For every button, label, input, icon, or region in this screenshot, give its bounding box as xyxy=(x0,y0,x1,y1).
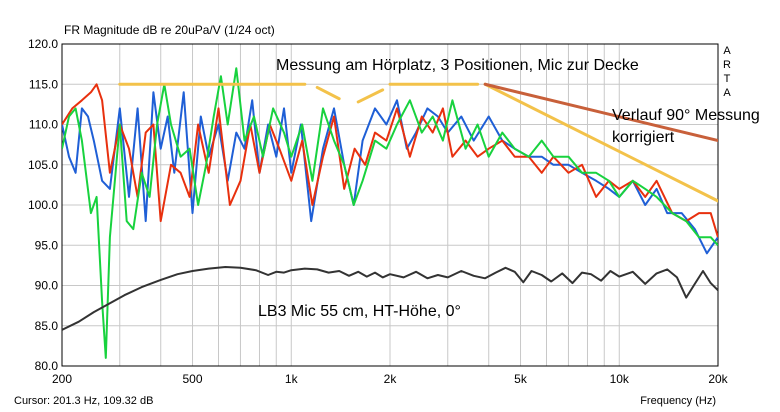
y-tick-label: 105.0 xyxy=(28,158,58,172)
arta-side-letter: R xyxy=(723,59,731,71)
annotation-text: korrigiert xyxy=(612,129,675,146)
series-line xyxy=(62,67,718,359)
overlay-line xyxy=(483,82,718,203)
annotation-text: LB3 Mic 55 cm, HT-Höhe, 0° xyxy=(258,303,461,320)
y-tick-label: 95.0 xyxy=(35,238,59,252)
x-tick-label: 2k xyxy=(384,372,398,386)
y-tick-label: 90.0 xyxy=(35,279,59,293)
series-line xyxy=(62,83,718,238)
annotation-layer: Messung am Hörplatz, 3 Positionen, Mic z… xyxy=(258,57,760,320)
x-tick-label: 10k xyxy=(610,372,630,386)
overlay-line xyxy=(483,82,718,143)
series-line xyxy=(62,91,718,255)
y-tick-label: 110.0 xyxy=(29,118,58,132)
y-tick-label: 80.0 xyxy=(35,359,59,373)
arta-side-letter: T xyxy=(724,73,731,85)
y-tick-label: 85.0 xyxy=(35,319,59,333)
chart-title: FR Magnitude dB re 20uPa/V (1/24 oct) xyxy=(64,23,275,37)
y-tick-label: 120.0 xyxy=(28,37,58,51)
axis-labels: 80.0 85.0 90.0 95.0 100.0 105.0 110.0 115.0 120.… xyxy=(28,37,729,386)
arta-side-letter: A xyxy=(723,87,731,99)
overlay-layer xyxy=(118,82,718,203)
annotation-text: Messung am Hörplatz, 3 Positionen, Mic z… xyxy=(276,57,639,74)
x-tick-label: 500 xyxy=(183,372,203,386)
x-tick-label: 200 xyxy=(52,372,72,386)
x-tick-label: 5k xyxy=(514,372,528,386)
plot-frame xyxy=(61,43,719,367)
overlay-line xyxy=(315,85,341,101)
overlay-line xyxy=(356,88,385,104)
series-layer xyxy=(62,67,718,359)
cursor-readout: Cursor: 201.3 Hz, 109.32 dB xyxy=(14,395,153,407)
x-tick-label: 1k xyxy=(285,372,299,386)
arta-side-letter: A xyxy=(723,45,731,57)
annotation-text: Verlauf 90° Messung xyxy=(612,107,760,124)
series-line xyxy=(62,266,718,331)
x-axis-label: Frequency (Hz) xyxy=(640,395,716,407)
y-tick-label: 100.0 xyxy=(28,198,58,212)
x-tick-label: 20k xyxy=(708,372,728,386)
y-tick-label: 115.0 xyxy=(29,77,58,91)
